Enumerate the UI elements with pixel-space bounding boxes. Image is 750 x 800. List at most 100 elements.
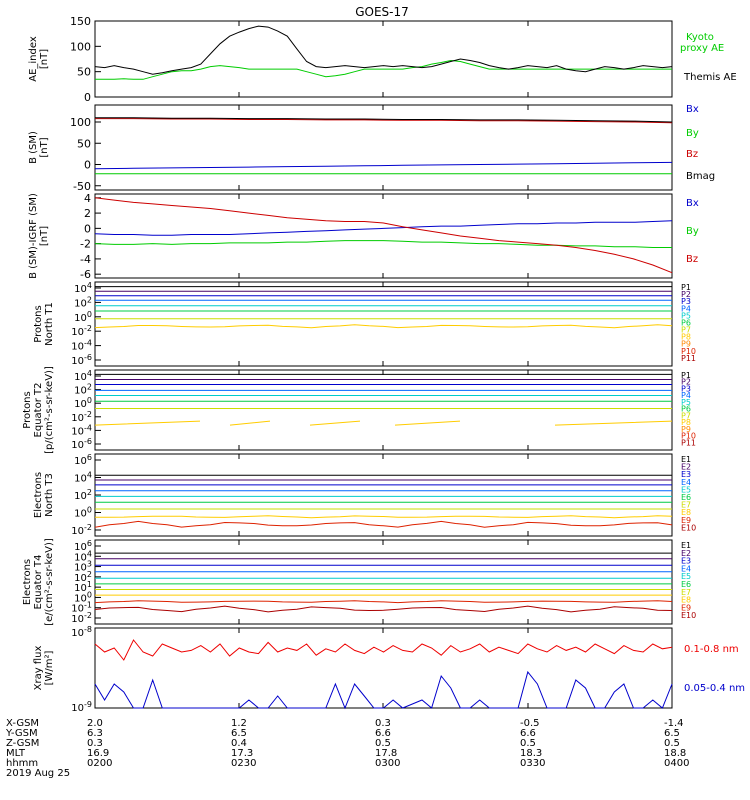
footer-table: X-GSM 2.0 1.2 0.3 -0.5 -1.4 Y-GSM 6.3 6.5 6.6 6.6 6… bbox=[5, 718, 689, 769]
panel-6-legend: E2 bbox=[681, 549, 691, 558]
footer-value: -0.5 bbox=[520, 718, 540, 729]
legend-bsm: Bz bbox=[686, 149, 698, 160]
panel-3-ytick-label: 104 bbox=[74, 281, 92, 295]
panel-5-legend: E3 bbox=[681, 470, 691, 479]
panel-3-ytick-label: 10-2 bbox=[71, 324, 92, 338]
date-label: 2019 Aug 25 bbox=[6, 768, 70, 779]
panel-2-ytick-label: 4 bbox=[84, 192, 91, 205]
footer-value: 17.8 bbox=[375, 748, 397, 759]
panel-5-series-7 bbox=[95, 515, 673, 519]
panel-4-legend: P7 bbox=[681, 411, 691, 420]
panel-0-ytick-label: 150 bbox=[70, 15, 91, 28]
footer-value: 2.0 bbox=[87, 718, 103, 729]
panel-0-ytick-label: 50 bbox=[77, 66, 91, 79]
panel-4-ytick-label: 10-4 bbox=[71, 423, 92, 437]
legend-bsm: By bbox=[686, 128, 699, 139]
panel-3-legend: P3 bbox=[681, 297, 691, 306]
panel-6-ytick-label: 10-1 bbox=[71, 601, 92, 615]
panel-5-ytick-label: 104 bbox=[74, 471, 92, 485]
panel-5-legend: E6 bbox=[681, 493, 691, 502]
footer-value: 6.6 bbox=[520, 728, 536, 739]
panel-4-legend: P3 bbox=[681, 384, 691, 393]
panel-3-ylabel: Protons bbox=[33, 305, 44, 342]
panel-6-ylabel: [e/(cm²-s-sr-keV)] bbox=[44, 538, 55, 626]
panel-5-ylabel: Electrons bbox=[33, 472, 44, 518]
footer-value: 17.3 bbox=[231, 748, 253, 759]
panel-3-legend: P8 bbox=[681, 333, 691, 342]
panel-7-series-0 bbox=[94, 639, 673, 661]
panel-3-legend: P10 bbox=[681, 347, 696, 356]
panel-0-ylabel: [nT] bbox=[39, 49, 50, 69]
panel-6-legend: E9 bbox=[681, 603, 691, 612]
panel-4-legend: P2 bbox=[681, 378, 691, 387]
footer-value: 0300 bbox=[375, 758, 400, 769]
panel-6-ytick-label: 10-2 bbox=[71, 611, 92, 625]
footer-value: 0.3 bbox=[375, 718, 391, 729]
panel-4-ytick-label: 10-2 bbox=[71, 410, 92, 424]
footer-value: 0400 bbox=[664, 758, 689, 769]
panel-3-ylabel: North T1 bbox=[44, 302, 55, 346]
chart-title: GOES-17 bbox=[355, 5, 409, 19]
footer-value: 1.2 bbox=[231, 718, 247, 729]
panel-6-ytick-label: 100 bbox=[74, 590, 92, 604]
panel-5-ylabel: North T3 bbox=[44, 473, 55, 517]
panel-3-legend: P9 bbox=[681, 340, 691, 349]
panel-2-ytick-label: -6 bbox=[80, 268, 91, 281]
panel-1-ytick-label: -50 bbox=[73, 180, 91, 193]
panel-0-ytick-label: 0 bbox=[84, 91, 91, 104]
panel-0-frame bbox=[94, 20, 673, 98]
panel-6-legend: E8 bbox=[681, 596, 691, 605]
panel-4-series-7 bbox=[94, 420, 673, 426]
panel-5-series-8 bbox=[94, 520, 673, 528]
panel-4-legend: P11 bbox=[681, 438, 696, 447]
panel-0-series-1 bbox=[94, 25, 673, 75]
panel-6-legend: E6 bbox=[681, 580, 691, 589]
panel-5-legend: E2 bbox=[681, 463, 691, 472]
panel-3-ytick-label: 102 bbox=[74, 295, 92, 309]
footer-value: 6.3 bbox=[87, 728, 103, 739]
panel-4-ylabel: Protons bbox=[22, 391, 33, 428]
panel-5-legend: E8 bbox=[681, 508, 691, 517]
panel-4-legend: P8 bbox=[681, 418, 691, 427]
footer-value: 6.5 bbox=[664, 728, 680, 739]
footer-value: 0.4 bbox=[231, 738, 247, 749]
panel-2-series-1 bbox=[94, 240, 672, 248]
footer-label: MLT bbox=[6, 748, 26, 759]
panel-3-ytick-label: 10-6 bbox=[71, 353, 92, 367]
footer-value: 0.3 bbox=[87, 738, 103, 749]
legend-bdiff: Bz bbox=[686, 254, 698, 265]
panel-5-legend: E1 bbox=[681, 455, 691, 464]
panel-4-ylabel: [p/(cm²-s-sr-keV)] bbox=[44, 366, 55, 454]
legend-xray-short: 0.05-0.4 nm bbox=[684, 683, 745, 694]
panel-6-ylabel: Equator T4 bbox=[33, 555, 44, 610]
panel-5-ytick-label: 106 bbox=[74, 453, 92, 467]
panel-3-legend: P2 bbox=[681, 290, 691, 299]
panel-6-ytick-label: 101 bbox=[74, 580, 92, 594]
panel-3-legend: P11 bbox=[681, 354, 696, 363]
footer-value: 0.5 bbox=[375, 738, 391, 749]
panel-3-ytick-label: 10-4 bbox=[71, 339, 92, 353]
panel-2-ytick-label: 2 bbox=[84, 207, 91, 220]
panel-1-ytick-label: 100 bbox=[70, 116, 91, 129]
footer-value: 6.6 bbox=[375, 728, 391, 739]
panel-6-series-9 bbox=[94, 605, 673, 613]
panel-6-legend: E4 bbox=[681, 564, 691, 573]
panel-0-ytick-label: 100 bbox=[70, 40, 91, 53]
legend-kyoto: Kyoto bbox=[686, 32, 714, 43]
panel-6-ytick-label: 104 bbox=[74, 549, 92, 563]
panel-3-legend: P4 bbox=[681, 304, 691, 313]
footer-value: 0330 bbox=[520, 758, 545, 769]
panel-6-legend: E3 bbox=[681, 557, 691, 566]
panel-7-frame bbox=[94, 627, 673, 709]
panel-1-series-2 bbox=[95, 118, 673, 124]
panel-6-legend: E5 bbox=[681, 572, 691, 581]
footer-value: 18.8 bbox=[664, 748, 686, 759]
panel-6-legend: E10 bbox=[681, 611, 696, 620]
panel-0-ylabel: AE_index bbox=[28, 36, 39, 82]
panel-7-ylabel: Xray flux bbox=[33, 646, 44, 691]
footer-label: Y-GSM bbox=[5, 728, 38, 739]
panel-3-legend: P7 bbox=[681, 326, 691, 335]
legend-bsm: Bmag bbox=[686, 171, 715, 182]
panel-5-legend: E5 bbox=[681, 485, 691, 494]
